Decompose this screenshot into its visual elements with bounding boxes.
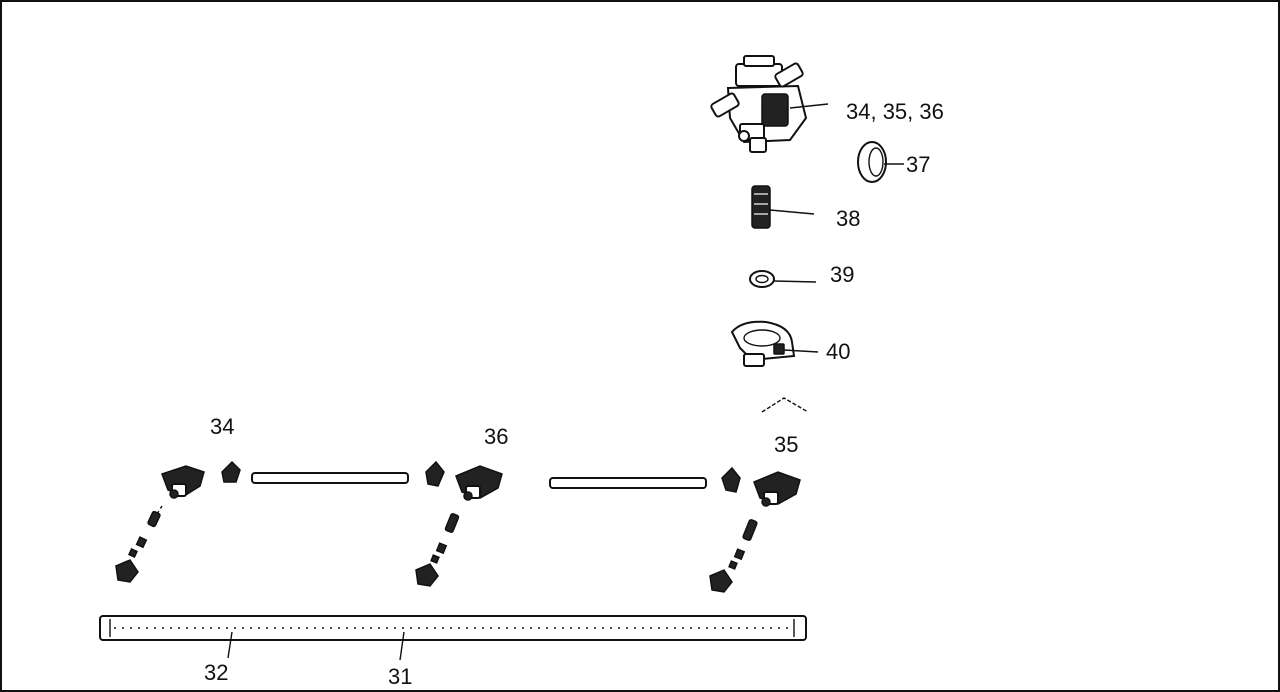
drop-parts-right (709, 519, 758, 593)
clip-middle (425, 460, 445, 487)
drop-parts-left (115, 505, 163, 583)
connector-tube-right (549, 477, 707, 489)
clamp-part (730, 320, 796, 367)
callout-38: 38 (836, 206, 860, 231)
leader-40 (783, 349, 819, 353)
leader-38 (769, 209, 815, 215)
leader-31 (399, 631, 405, 661)
callout-32: 32 (204, 660, 228, 685)
nozzle-body-left (161, 465, 205, 499)
callout-34-35-36: 34, 35, 36 (846, 99, 944, 124)
leader-34-35-36 (789, 103, 829, 109)
connector-tube-left (251, 472, 409, 484)
filter-part (751, 185, 771, 229)
nozzle-body-middle (455, 465, 503, 501)
ring-nut-part (857, 141, 887, 183)
drop-parts-middle (415, 513, 460, 587)
callout-35-lower: 35 (774, 432, 798, 457)
callout-40: 40 (826, 339, 850, 364)
callout-37: 37 (906, 152, 930, 177)
leader-39 (773, 280, 817, 283)
leader-32 (227, 631, 233, 659)
valve-body-assembly (710, 55, 808, 153)
callout-36-lower: 36 (484, 424, 508, 449)
nozzle-body-right (753, 471, 801, 507)
callout-34-lower: 34 (210, 414, 234, 439)
up-arrow-icon (761, 397, 809, 413)
clip-left (221, 460, 241, 483)
main-boom-tube (99, 615, 807, 641)
callout-39: 39 (830, 262, 854, 287)
callout-31: 31 (388, 664, 412, 689)
clip-right (721, 466, 741, 493)
washer-part (749, 270, 775, 288)
